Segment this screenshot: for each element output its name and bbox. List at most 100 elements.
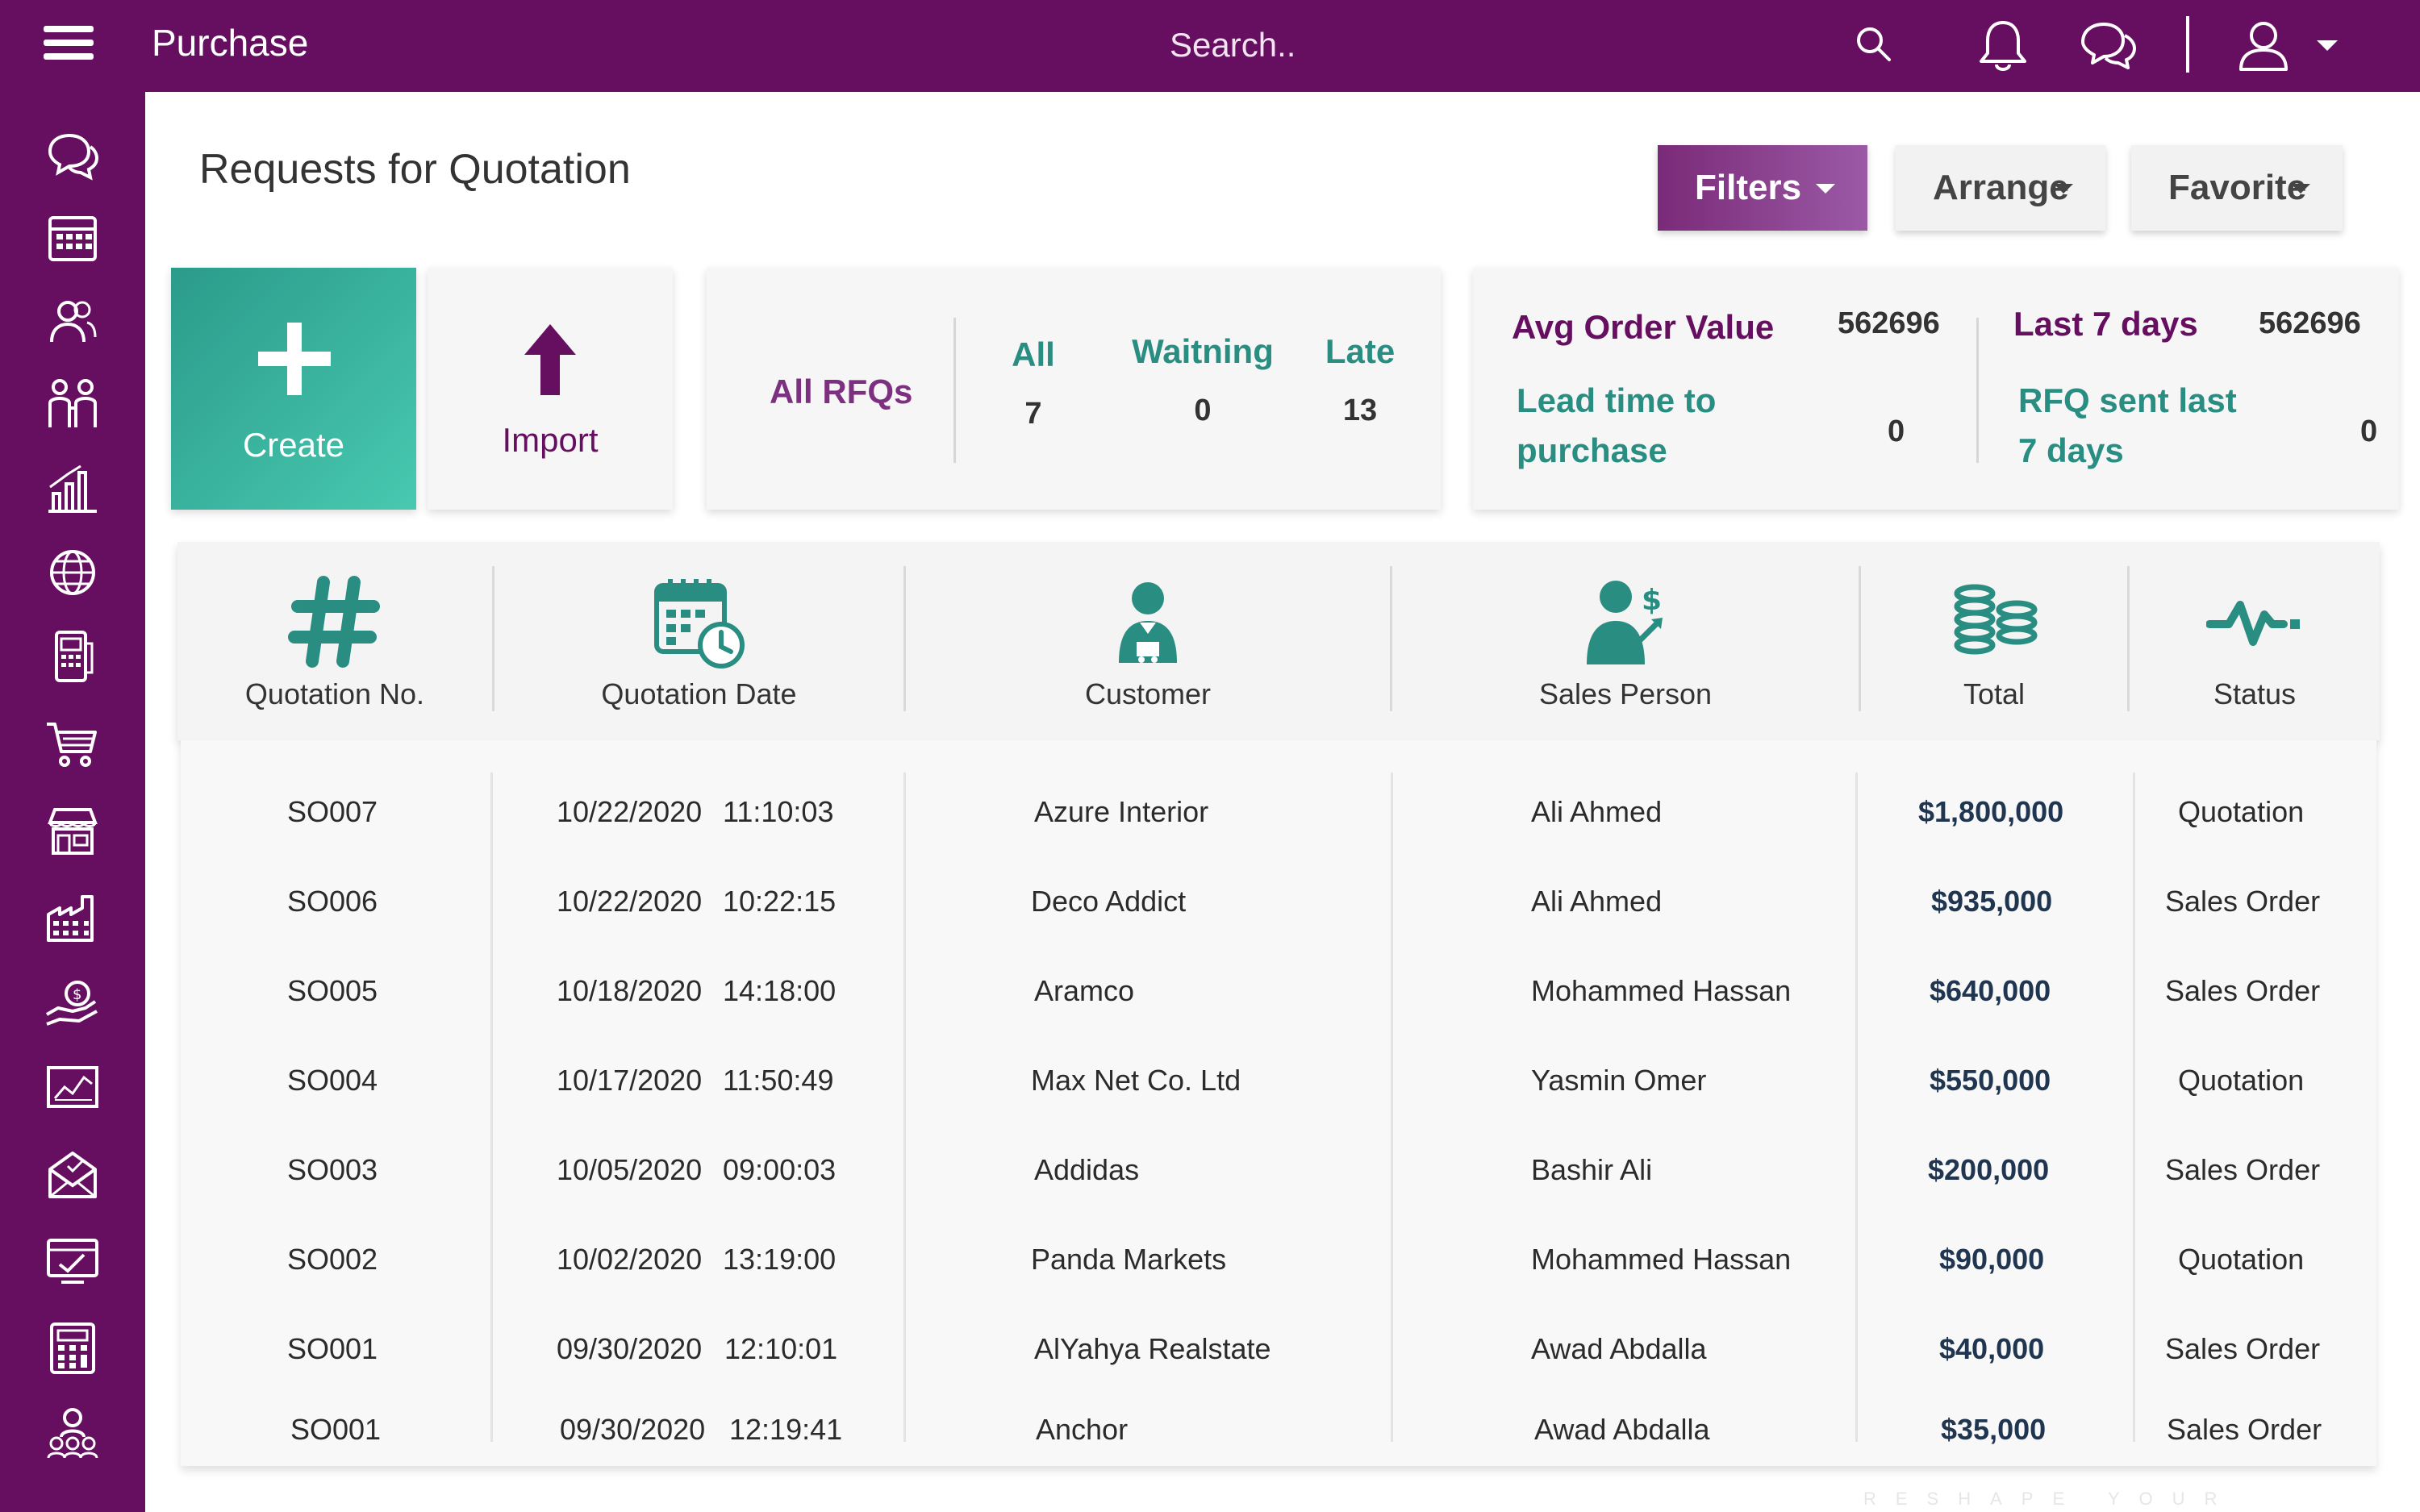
column-label: Quotation No. bbox=[244, 677, 425, 710]
table-row[interactable]: SO002 10/02/2020 13:19:00 Panda Markets … bbox=[181, 1220, 2376, 1301]
column-header-total[interactable]: Total bbox=[1861, 542, 2127, 740]
top-bar: Purchase bbox=[0, 0, 2420, 92]
sales-person-icon: $ bbox=[1587, 581, 1663, 664]
cell-quotation-no: SO002 bbox=[287, 1243, 378, 1276]
cell-quotation-no: SO006 bbox=[287, 885, 378, 918]
pos-terminal-icon[interactable] bbox=[44, 627, 102, 685]
arrange-label: Arrange bbox=[1933, 168, 2069, 207]
column-label: Status bbox=[2213, 677, 2297, 710]
factory-icon[interactable] bbox=[44, 889, 102, 947]
import-label: Import bbox=[502, 421, 599, 459]
column-label: Quotation Date bbox=[601, 677, 797, 710]
divider bbox=[1855, 773, 1858, 1442]
cell-date: 09/30/2020 bbox=[557, 1332, 703, 1365]
create-button[interactable]: Create bbox=[171, 268, 416, 510]
cell-total: $550,000 bbox=[1930, 1064, 2051, 1097]
column-label: Customer bbox=[1084, 677, 1212, 710]
search-input[interactable] bbox=[1145, 16, 1871, 74]
cell-status: Quotation bbox=[2178, 1243, 2305, 1276]
cell-customer: Aramco bbox=[1034, 974, 1135, 1007]
divider bbox=[1859, 566, 1861, 711]
rfq-sent-label-line1: RFQ sent last bbox=[2018, 381, 2237, 419]
table-row[interactable]: SO004 10/17/2020 11:50:49 Max Net Co. Lt… bbox=[181, 1041, 2376, 1122]
import-button[interactable]: Import bbox=[428, 268, 673, 510]
calculator-icon[interactable] bbox=[44, 1319, 102, 1377]
all-rfqs-link[interactable]: All RFQs bbox=[770, 373, 913, 410]
search-box[interactable] bbox=[1145, 16, 1920, 74]
menu-icon[interactable] bbox=[44, 26, 94, 60]
cell-quotation-no: SO001 bbox=[287, 1332, 378, 1365]
column-header-quotation-no[interactable]: Quotation No. bbox=[177, 542, 492, 740]
svg-text:$: $ bbox=[1642, 584, 1662, 617]
bar-chart-icon[interactable] bbox=[44, 460, 102, 518]
favorite-button[interactable]: Favorite bbox=[2131, 145, 2343, 231]
table-row[interactable]: SO001 09/30/2020 12:10:01 AlYahya Realst… bbox=[181, 1310, 2376, 1390]
rfq-sent-value: 0 bbox=[2360, 414, 2378, 448]
cell-sales-person: Mohammed Hassan bbox=[1531, 974, 1792, 1007]
table-row[interactable]: SO003 10/05/2020 09:00:03 Addidas Bashir… bbox=[181, 1131, 2376, 1211]
calendar-icon[interactable] bbox=[44, 208, 102, 266]
rfq-all-value: 7 bbox=[1024, 397, 1042, 431]
table-row[interactable]: SO006 10/22/2020 10:22:15 Deco Addict Al… bbox=[181, 862, 2376, 943]
contacts-icon[interactable] bbox=[44, 294, 102, 352]
chevron-down-icon bbox=[2291, 184, 2310, 194]
dashboard-icon[interactable] bbox=[44, 1232, 102, 1290]
globe-icon[interactable] bbox=[44, 544, 102, 602]
cell-quotation-no: SO005 bbox=[287, 974, 378, 1007]
page-title: Requests for Quotation bbox=[199, 146, 631, 193]
chat-icon[interactable] bbox=[2076, 18, 2139, 73]
filters-button[interactable]: Filters bbox=[1658, 145, 1867, 231]
table-row[interactable]: SO001 09/30/2020 12:19:41 Anchor Awad Ab… bbox=[181, 1390, 2376, 1471]
divider bbox=[490, 773, 493, 1442]
arrange-button[interactable]: Arrange bbox=[1896, 145, 2105, 231]
filters-label: Filters bbox=[1695, 168, 1802, 207]
cell-total: $40,000 bbox=[1939, 1332, 2045, 1365]
last7-value: 562696 bbox=[2259, 306, 2361, 340]
cart-icon[interactable] bbox=[44, 714, 102, 773]
report-chart-icon[interactable] bbox=[44, 1060, 102, 1118]
table-row[interactable]: SO005 10/18/2020 14:18:00 Aramco Mohamme… bbox=[181, 952, 2376, 1032]
kpi-card: Avg Order Value 562696 Lead time to purc… bbox=[1473, 268, 2399, 510]
table-header: Quotation No. Quotation Date Customer $ bbox=[177, 542, 2380, 740]
cell-status: Sales Order bbox=[2165, 885, 2321, 918]
upload-arrow-icon bbox=[524, 324, 576, 395]
hand-money-icon[interactable]: $ bbox=[44, 974, 102, 1032]
app-title: Purchase bbox=[152, 22, 309, 64]
favorite-label: Favorite bbox=[2168, 168, 2307, 207]
employees-icon[interactable] bbox=[44, 1405, 102, 1463]
cell-total: $200,000 bbox=[1928, 1153, 2050, 1186]
chat-icon[interactable] bbox=[44, 127, 102, 185]
column-header-quotation-date[interactable]: Quotation Date bbox=[494, 542, 903, 740]
coins-icon bbox=[1954, 584, 2038, 655]
top-divider bbox=[2186, 16, 2189, 73]
rfq-all-stat[interactable]: All 7 bbox=[989, 335, 1078, 431]
cell-sales-person: Bashir Ali bbox=[1531, 1153, 1653, 1186]
lead-time-label-line2: purchase bbox=[1517, 431, 1667, 469]
store-icon[interactable] bbox=[44, 802, 102, 860]
cell-customer: Azure Interior bbox=[1034, 795, 1209, 828]
column-header-sales-person[interactable]: $ Sales Person bbox=[1392, 542, 1859, 740]
cell-total: $35,000 bbox=[1941, 1413, 2047, 1446]
user-avatar-icon[interactable] bbox=[2234, 16, 2293, 74]
mail-icon[interactable] bbox=[44, 1145, 102, 1203]
divider bbox=[1390, 566, 1392, 711]
rfq-late-value: 13 bbox=[1342, 394, 1378, 427]
column-header-customer[interactable]: Customer bbox=[906, 542, 1390, 740]
team-icon[interactable] bbox=[44, 374, 102, 432]
cell-time: 10:22:15 bbox=[723, 885, 837, 918]
chevron-down-icon[interactable] bbox=[2317, 40, 2338, 51]
rfq-late-stat[interactable]: Late 13 bbox=[1312, 332, 1408, 428]
rfq-waiting-stat[interactable]: Waitning 0 bbox=[1110, 332, 1296, 428]
divider bbox=[953, 318, 956, 463]
cell-time: 13:19:00 bbox=[723, 1243, 837, 1276]
column-label: Sales Person bbox=[1538, 677, 1713, 710]
cell-total: $1,800,000 bbox=[1918, 795, 2064, 828]
column-header-status[interactable]: Status bbox=[2130, 542, 2380, 740]
table-row[interactable]: SO007 10/22/2020 11:10:03 Azure Interior… bbox=[181, 773, 2376, 853]
divider bbox=[2127, 566, 2130, 711]
table-body: SO007 10/22/2020 11:10:03 Azure Interior… bbox=[181, 740, 2376, 1466]
bell-icon[interactable] bbox=[1976, 18, 2030, 74]
search-icon[interactable] bbox=[1854, 24, 1894, 65]
cell-total: $935,000 bbox=[1931, 885, 2053, 918]
cell-status: Quotation bbox=[2178, 795, 2305, 828]
